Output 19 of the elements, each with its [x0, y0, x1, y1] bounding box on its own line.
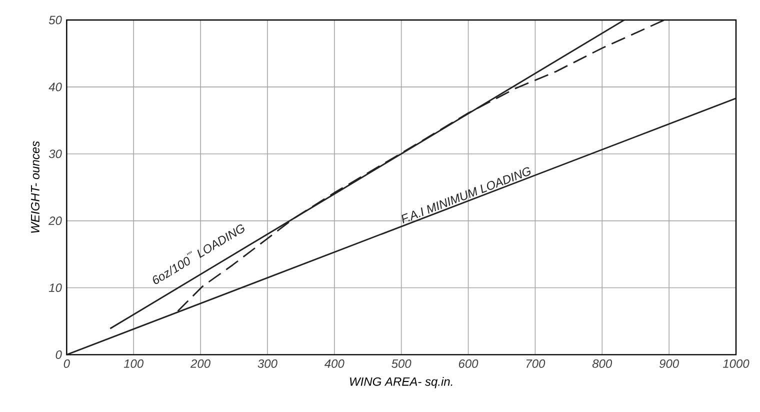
y-tick-label: 40	[48, 82, 62, 92]
x-tick-label: 200	[190, 359, 210, 368]
y-tick-label: 10	[48, 283, 62, 292]
x-tick-label: 900	[659, 359, 679, 368]
y-tick-label: 50	[48, 16, 62, 24]
x-tick-label: 300	[258, 359, 278, 368]
y-axis-title: WEIGHT- ounces	[30, 141, 40, 233]
x-tick-label: 800	[592, 359, 612, 368]
y-tick-label: 0	[56, 350, 62, 359]
x-tick-label: 500	[392, 359, 412, 368]
x-tick-label: 1000	[722, 359, 750, 368]
x-tick-label: 400	[324, 359, 344, 368]
x-axis-title: WING AREA- sq.in.	[350, 377, 452, 388]
x-tick-label: 0	[64, 359, 70, 368]
x-tick-label: 700	[526, 359, 546, 368]
x-tick-label: 100	[124, 359, 144, 368]
y-tick-label: 20	[48, 216, 62, 226]
x-tick-label: 600	[458, 359, 478, 368]
y-tick-label: 30	[48, 150, 62, 158]
